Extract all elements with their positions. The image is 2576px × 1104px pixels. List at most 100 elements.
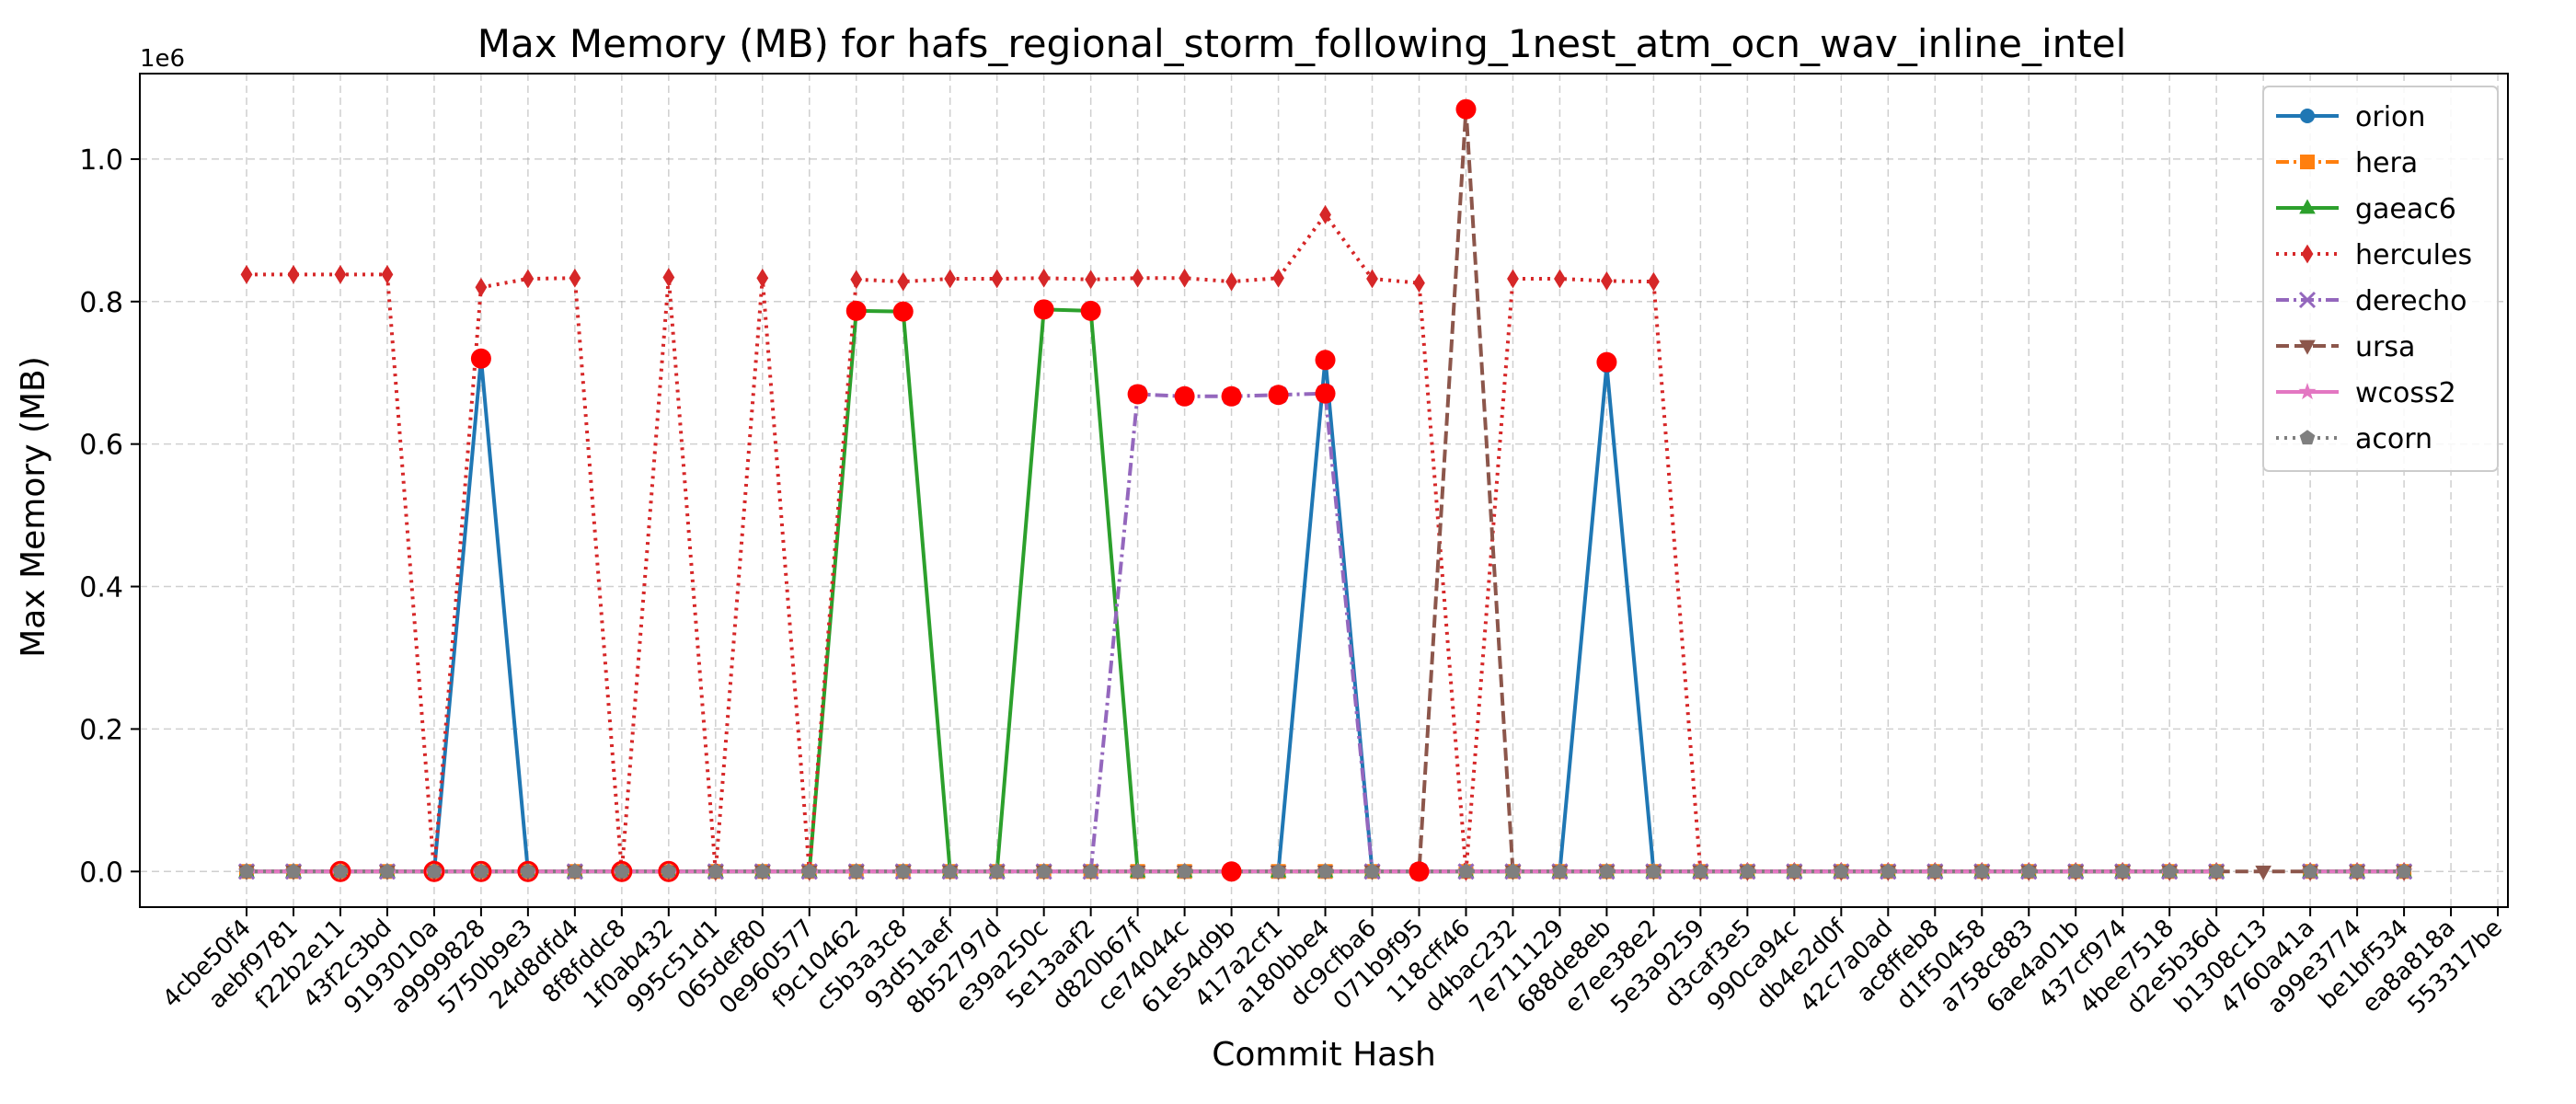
legend-item-gaeac6: gaeac6 (2276, 193, 2456, 225)
data-point-acorn (1693, 863, 1708, 879)
data-point-acorn (895, 863, 912, 879)
legend-item-wcoss2: wcoss2 (2276, 377, 2456, 409)
data-point-acorn (614, 863, 630, 879)
data-point-acorn (1364, 863, 1380, 879)
highlight-markers (329, 98, 1617, 882)
data-point-acorn (379, 863, 396, 879)
data-point-hercules (1085, 270, 1098, 290)
highlight-marker (329, 860, 351, 882)
y-tick-label: 0.2 (79, 714, 123, 746)
data-point-acorn (942, 863, 959, 879)
legend-box (2262, 86, 2499, 472)
highlight-marker (611, 860, 633, 882)
data-point-acorn (1083, 863, 1099, 879)
data-point-hercules (381, 264, 394, 284)
highlight-marker (1315, 350, 1336, 371)
legend-label: ursa (2355, 331, 2415, 363)
highlight-marker (1268, 385, 1289, 406)
data-point-hercules (569, 268, 581, 288)
chart-title: Max Memory (MB) for hafs_regional_storm_… (477, 21, 2127, 66)
data-point-acorn (2302, 863, 2318, 879)
highlight-marker (1174, 385, 1195, 407)
data-point-acorn (285, 863, 302, 879)
data-point-acorn (332, 863, 349, 879)
highlight-marker (1596, 351, 1617, 373)
data-point-acorn (801, 863, 818, 879)
legend-marker (2298, 383, 2317, 400)
data-point-hercules (287, 264, 300, 284)
highlight-marker (1127, 384, 1148, 405)
data-point-acorn (1880, 863, 1896, 879)
data-point-acorn (1552, 863, 1568, 879)
data-point-acorn (848, 863, 865, 879)
highlight-marker (1409, 861, 1430, 882)
highlight-marker (470, 860, 492, 882)
data-point-acorn (989, 863, 1006, 879)
data-point-hercules (1366, 269, 1378, 289)
highlight-marker (1033, 299, 1054, 320)
legend-item-ursa: ursa (2276, 331, 2415, 363)
legend-marker (2300, 109, 2315, 123)
data-point-hercules (334, 264, 347, 284)
data-point-acorn (473, 863, 489, 879)
data-point-hercules (1648, 271, 1660, 292)
data-point-acorn (2208, 863, 2225, 879)
data-point-acorn (238, 863, 255, 879)
data-point-acorn (2020, 863, 2037, 879)
data-point-hercules (1272, 268, 1284, 288)
legend-marker (2298, 291, 2317, 309)
data-point-hercules (662, 268, 675, 287)
legend: orion hera gaeac6 hercules derecho ursa wcoss2… (2262, 86, 2499, 472)
y-tick-label: 0.8 (79, 287, 123, 319)
data-point-hercules (756, 268, 769, 288)
highlight-marker (892, 301, 914, 322)
highlight-marker (1221, 385, 1242, 407)
data-point-acorn (567, 863, 583, 879)
legend-label: hercules (2355, 239, 2472, 271)
highlight-marker (517, 860, 539, 882)
highlight-marker (423, 860, 445, 882)
highlight-marker (1315, 383, 1336, 404)
data-point-hercules (1132, 268, 1144, 288)
data-point-hercules (850, 270, 863, 290)
legend-marker (2301, 244, 2314, 264)
data-point-acorn (754, 863, 771, 879)
highlight-marker (1080, 300, 1101, 321)
data-point-acorn (2349, 863, 2365, 879)
data-point-hercules (1319, 204, 1331, 224)
legend-item-derecho: derecho (2276, 285, 2467, 317)
legend-item-hera: hera (2276, 147, 2418, 179)
data-point-acorn (1036, 863, 1052, 879)
highlight-marker (658, 860, 680, 882)
data-point-acorn (1833, 863, 1849, 879)
y-axis-label: Max Memory (MB) (15, 356, 52, 658)
legend-label: acorn (2355, 423, 2432, 455)
highlight-marker (1455, 98, 1477, 120)
legend-label: gaeac6 (2355, 193, 2456, 225)
data-point-acorn (2067, 863, 2084, 879)
data-point-hercules (897, 271, 910, 292)
data-point-hercules (240, 264, 253, 284)
legend-label: wcoss2 (2355, 377, 2456, 409)
y-tick-label: 1.0 (79, 144, 123, 177)
data-point-acorn (1786, 863, 1802, 879)
y-tick-label: 0.0 (79, 857, 123, 889)
y-offset-label: 1e6 (140, 45, 185, 73)
legend-marker (2299, 199, 2316, 214)
data-point-acorn (1130, 863, 1145, 879)
data-point-acorn (707, 863, 724, 879)
legend-item-hercules: hercules (2276, 239, 2472, 271)
data-point-hercules (522, 269, 535, 289)
data-point-acorn (1271, 863, 1286, 879)
data-point-hercules (475, 277, 488, 297)
data-point-acorn (1599, 863, 1615, 879)
data-point-acorn (1505, 863, 1521, 879)
data-point-hercules (1507, 269, 1519, 289)
legend-item-acorn: acorn (2276, 423, 2432, 455)
data-point-hercules (1601, 270, 1613, 291)
data-point-hercules (991, 269, 1004, 289)
data-point-acorn (2161, 863, 2178, 879)
data-point-hercules (1413, 273, 1425, 293)
data-point-acorn (520, 863, 536, 879)
data-point-acorn (2396, 863, 2412, 879)
